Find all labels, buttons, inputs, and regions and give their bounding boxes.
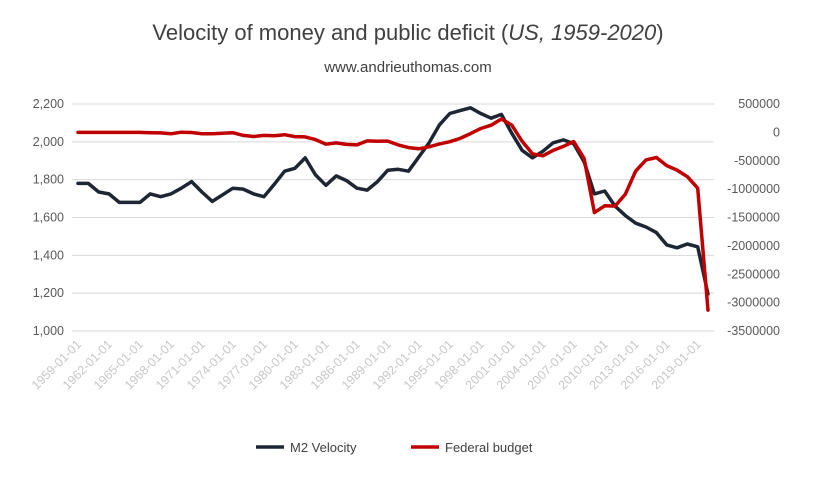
left-tick-label: 1,000 xyxy=(33,324,64,338)
legend-label-m2-velocity: M2 Velocity xyxy=(290,440,357,455)
left-axis: 2,200 2,000 1,800 1,600 1,400 1,200 1,000 xyxy=(33,97,64,338)
right-tick-label: -1000000 xyxy=(727,182,780,196)
right-tick-label: -1500000 xyxy=(727,211,780,225)
right-tick-label: -2500000 xyxy=(727,267,780,281)
chart-subtitle: www.andrieuthomas.com xyxy=(323,59,492,76)
legend: M2 Velocity Federal budget xyxy=(256,440,533,455)
right-tick-label: -3500000 xyxy=(727,324,780,338)
gridlines xyxy=(72,103,714,332)
right-tick-label: 0 xyxy=(773,125,780,139)
plot-area xyxy=(76,106,710,312)
left-tick-label: 2,000 xyxy=(33,135,64,149)
left-tick-label: 2,200 xyxy=(33,97,64,111)
right-axis: 500000 0 -500000 -1000000 -1500000 -2000000 -2… xyxy=(727,97,780,338)
right-tick-label: 500000 xyxy=(738,97,780,111)
left-tick-label: 1,800 xyxy=(33,173,64,187)
left-tick-label: 1,200 xyxy=(33,286,64,300)
x-axis: 1959-01-011962-01-011965-01-011968-01-01… xyxy=(29,337,704,392)
series-line-federal-budget xyxy=(76,117,710,312)
right-tick-label: -2000000 xyxy=(727,239,780,253)
legend-label-federal-budget: Federal budget xyxy=(445,440,533,455)
chart-title: Velocity of money and public deficit (US… xyxy=(152,20,663,45)
series-line-m2-velocity xyxy=(76,106,710,296)
right-tick-label: -500000 xyxy=(734,154,780,168)
left-tick-label: 1,400 xyxy=(33,248,64,262)
left-tick-label: 1,600 xyxy=(33,211,64,225)
right-tick-label: -3000000 xyxy=(727,296,780,310)
